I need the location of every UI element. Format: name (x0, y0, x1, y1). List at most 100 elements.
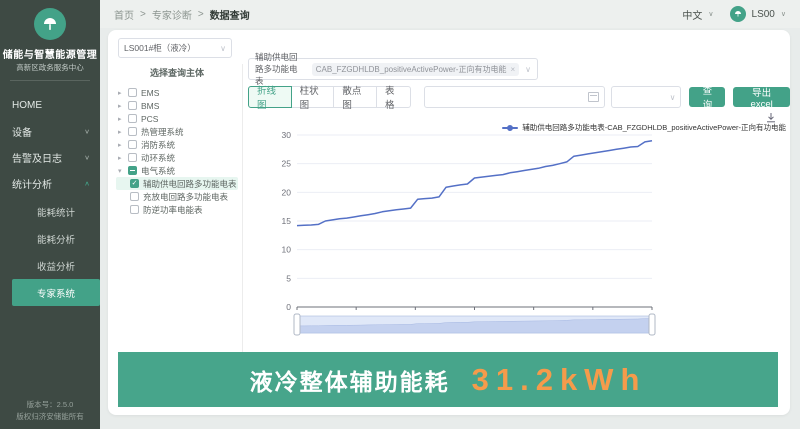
username[interactable]: LS00 (751, 8, 775, 20)
tab-table[interactable]: 表格 (375, 86, 412, 111)
chart-type-tabs: 折线图 柱状图 散点图 表格 (248, 86, 412, 111)
svg-text:20: 20 (282, 187, 292, 197)
cabinet-select[interactable]: LS001#柜（液冷） ∨ (118, 38, 232, 58)
language-switcher[interactable]: 中文 (682, 10, 703, 22)
date-range-input[interactable] (424, 86, 606, 108)
checkbox[interactable] (128, 140, 137, 149)
caret-icon[interactable]: ▸ (118, 89, 122, 97)
caret-icon[interactable]: ▸ (118, 128, 122, 136)
chart-legend[interactable]: 辅助供电回路多功能电表-CAB_FZGDHLDB_positiveActiveP… (502, 122, 786, 133)
sidebar-divider (10, 80, 90, 81)
breadcrumb: 首页 > 专家诊断 > 数据查询 (114, 7, 250, 22)
chevron-down-icon: ∨ (708, 11, 714, 18)
measure-point-select[interactable]: 辅助供电回路多功能电表 CAB_FZGDHLDB_positiveActiveP… (248, 52, 538, 86)
selected-point-tag: CAB_FZGDHLDB_positiveActivePower-正向有功电能 … (311, 62, 520, 76)
tree-node-ems[interactable]: ▸ EMS (118, 87, 160, 98)
breadcrumb-separator: > (197, 8, 204, 20)
checkbox-checked[interactable]: ✓ (130, 179, 139, 188)
app-title: 储能与智慧能源管理 (2, 50, 98, 61)
tree-node-aux-meter[interactable]: ✓ 辅助供电回路多功能电表 (116, 177, 238, 190)
sidebar-footer: 版本号：2.5.0 版权归济安储能所有 (0, 399, 100, 423)
breadcrumb-separator: > (140, 8, 146, 20)
summary-banner: 液冷整体辅助能耗 31.2kWh (118, 352, 778, 407)
chevron-down-icon: ∨ (780, 11, 786, 18)
caret-icon[interactable]: ▸ (118, 154, 122, 162)
calendar-icon (588, 92, 600, 102)
tree-node-env[interactable]: ▸ 动环系统 (118, 152, 176, 163)
chevron-down-icon: ∨ (669, 92, 676, 102)
sidebar-item-expert-system[interactable]: 专家系统 (12, 279, 100, 306)
caret-icon[interactable]: ▸ (118, 115, 122, 123)
sidebar-item-revenue-analysis[interactable]: 收益分析 (36, 261, 75, 273)
svg-text:30: 30 (282, 130, 292, 140)
legend-label: 辅助供电回路多功能电表-CAB_FZGDHLDB_positiveActiveP… (522, 123, 786, 132)
chevron-down-icon: ∨ (525, 64, 531, 74)
svg-text:0: 0 (286, 302, 291, 312)
tab-scatter-chart[interactable]: 散点图 (333, 86, 377, 111)
tree-node-charge-meter[interactable]: 充放电回路多功能电表 (116, 190, 238, 203)
sidebar-item-alarms-logs[interactable]: 告警及日志 ∨ (12, 153, 90, 165)
remove-tag-icon[interactable]: × (510, 64, 516, 74)
sidebar-item-statistics[interactable]: 统计分析 ∧ (12, 179, 90, 191)
topbar-right: 中文 ∨ LS00 ∨ (682, 6, 786, 22)
chevron-down-icon: ∨ (220, 43, 226, 53)
interval-select[interactable]: ∨ (611, 86, 682, 108)
svg-text:10: 10 (282, 245, 292, 255)
chevron-down-icon: ∨ (84, 127, 90, 135)
chevron-up-icon: ∧ (84, 179, 90, 187)
tree-node-fire[interactable]: ▸ 消防系统 (118, 139, 176, 150)
breadcrumb-home[interactable]: 首页 (114, 10, 134, 22)
tree-node-antireverse-meter[interactable]: 防逆功率电能表 (116, 203, 238, 216)
sidebar-item-home[interactable]: HOME (12, 99, 42, 111)
sidebar: 储能与智慧能源管理 高新区政务服务中心 HOME 设备 ∨ 告警及日志 ∨ 统计… (0, 0, 100, 429)
export-excel-button[interactable]: 导出excel (733, 87, 790, 110)
search-button[interactable]: 查询 (689, 86, 726, 111)
panel-divider (242, 64, 243, 352)
tree-node-thermal[interactable]: ▸ 热管理系统 (118, 126, 184, 137)
checkbox[interactable] (128, 127, 137, 136)
sidebar-item-energy-stats[interactable]: 能耗统计 (36, 207, 75, 219)
breadcrumb-section[interactable]: 专家诊断 (151, 10, 192, 22)
checkbox[interactable] (128, 101, 137, 110)
caret-expanded-icon[interactable]: ▾ (118, 167, 122, 175)
legend-line-marker (502, 124, 519, 131)
chevron-down-icon: ∨ (84, 153, 90, 161)
banner-label: 液冷整体辅助能耗 (249, 368, 450, 395)
query-subject-tree: 选择查询主体 ▸ EMS ▸ BMS ▸ PCS ▸ 热管理系统 (116, 66, 238, 216)
svg-text:25: 25 (282, 159, 292, 169)
svg-text:15: 15 (282, 216, 292, 226)
checkbox-indeterminate[interactable] (128, 166, 137, 175)
checkbox[interactable] (130, 205, 139, 214)
sidebar-nav: HOME 设备 ∨ 告警及日志 ∨ 统计分析 ∧ 能耗统计 能耗分析 收益分析 … (0, 92, 100, 306)
copyright-label: 版权归济安储能所有 (16, 412, 84, 421)
banner-value: 31.2kWh (471, 361, 647, 397)
checkbox[interactable] (128, 114, 137, 123)
tab-line-chart[interactable]: 折线图 (248, 86, 292, 111)
version-label: 版本号：2.5.0 (26, 400, 74, 409)
tree-node-bms[interactable]: ▸ BMS (118, 100, 160, 111)
app-subtitle: 高新区政务服务中心 (16, 63, 84, 72)
tab-bar-chart[interactable]: 柱状图 (290, 86, 335, 111)
caret-icon[interactable]: ▸ (118, 141, 122, 149)
tree-node-pcs[interactable]: ▸ PCS (118, 113, 159, 124)
tree-node-electrical[interactable]: ▾ 电气系统 (118, 165, 176, 176)
device-label: 辅助供电回路多功能电表 (255, 52, 298, 86)
sidebar-item-energy-analysis[interactable]: 能耗分析 (36, 234, 75, 246)
tree-title: 选择查询主体 (149, 68, 204, 78)
main-panel: LS001#柜（液冷） ∨ 选择查询主体 ▸ EMS ▸ BMS ▸ PCS ▸ (108, 30, 790, 415)
chart-toolbar: 折线图 柱状图 散点图 表格 ∨ 查询 导出excel (248, 86, 790, 111)
svg-text:5: 5 (286, 273, 291, 283)
sidebar-item-devices[interactable]: 设备 ∨ (12, 127, 90, 139)
checkbox[interactable] (128, 153, 137, 162)
save-image-icon[interactable] (766, 110, 776, 128)
user-avatar[interactable] (729, 6, 746, 22)
breadcrumb-current: 数据查询 (209, 10, 250, 22)
checkbox[interactable] (130, 192, 139, 201)
line-chart[interactable]: 0 5 10 15 20 25 30 (248, 108, 780, 340)
checkbox[interactable] (128, 88, 137, 97)
sidebar-subnav: 能耗统计 能耗分析 收益分析 专家系统 (0, 198, 100, 306)
caret-icon[interactable]: ▸ (118, 102, 122, 110)
topbar: 首页 > 专家诊断 > 数据查询 中文 ∨ LS00 ∨ (100, 0, 800, 28)
app-logo-icon (34, 8, 66, 40)
